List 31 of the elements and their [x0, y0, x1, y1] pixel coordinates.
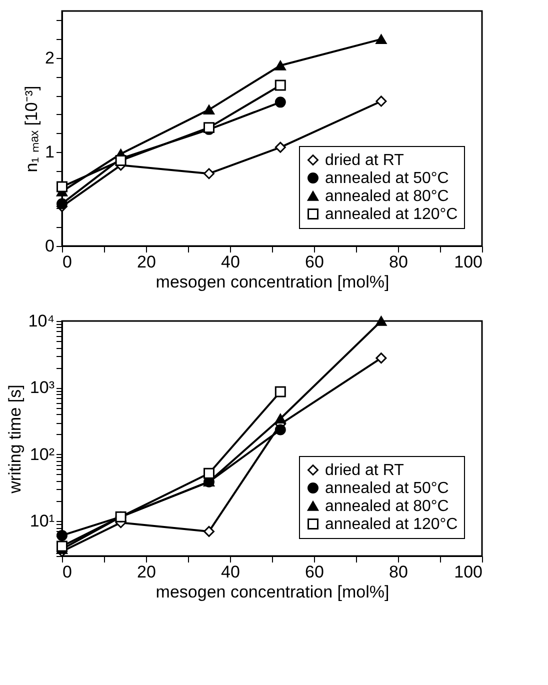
x-tick-label: 100: [454, 562, 482, 582]
x-axis-title: mesogen concentration [mol%]: [156, 582, 390, 602]
legend-label: annealed at 120°C: [325, 516, 458, 533]
y-tick-label: 10¹: [30, 512, 55, 531]
legend-label: annealed at 50°C: [325, 480, 449, 497]
legend-label: dried at RT: [325, 462, 404, 479]
x-tick-label: 80: [389, 252, 408, 272]
x-axis-title: mesogen concentration [mol%]: [156, 272, 390, 292]
legend-label: annealed at 80°C: [325, 188, 449, 205]
y-tick-label: 10²: [30, 444, 55, 464]
y-tick-label: 0: [45, 236, 54, 256]
y-axis-title: n₁ ₘₐₓ [10⁻³]: [22, 86, 42, 172]
y-tick-label: 10³: [30, 378, 55, 398]
y-tick-label: 1: [45, 142, 54, 162]
legend-label: annealed at 80°C: [325, 498, 449, 515]
y-tick-label: 2: [45, 48, 54, 68]
x-tick-label: 100: [454, 252, 482, 272]
x-tick-label: 0: [62, 562, 72, 582]
x-tick-label: 60: [305, 252, 324, 272]
x-tick-label: 20: [137, 562, 156, 582]
legend-label: annealed at 50°C: [325, 170, 449, 187]
x-tick-label: 20: [137, 252, 156, 272]
x-tick-label: 40: [221, 562, 240, 582]
y-tick-label: 10⁴: [28, 312, 54, 330]
legend-label: dried at RT: [325, 152, 404, 169]
x-tick-label: 40: [221, 252, 240, 272]
x-tick-label: 80: [389, 562, 408, 582]
x-tick-label: 60: [305, 562, 324, 582]
legend-label: annealed at 120°C: [325, 206, 458, 223]
y-axis-title: writing time [s]: [5, 384, 24, 494]
x-tick-label: 0: [62, 252, 72, 272]
